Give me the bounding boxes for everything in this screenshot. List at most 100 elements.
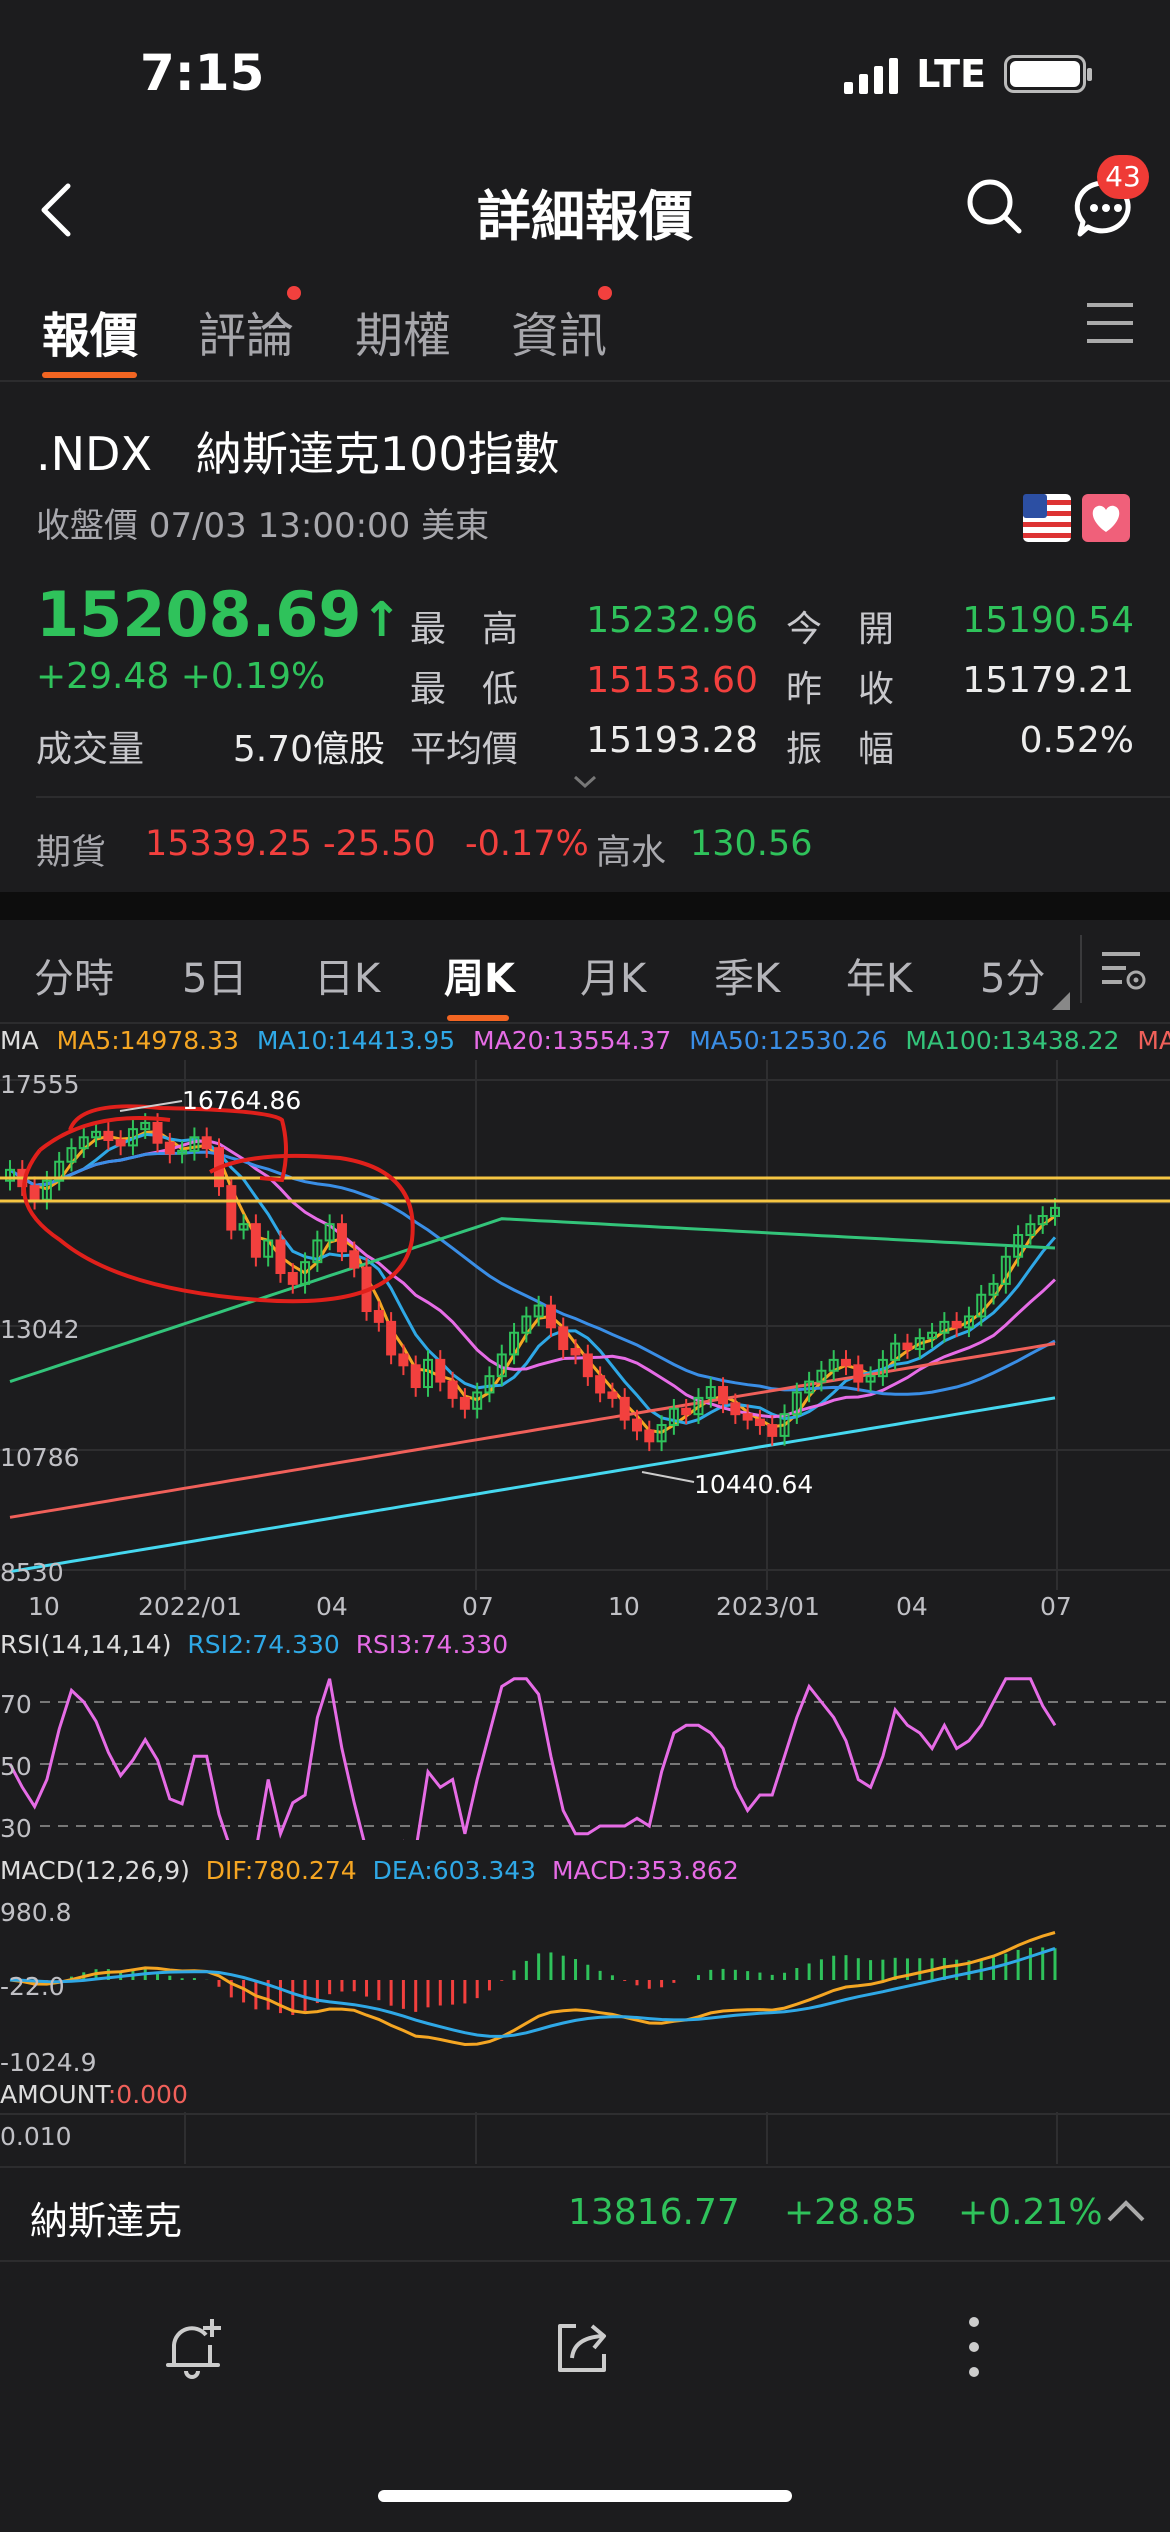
dea-label: DEA:603.343 (372, 1856, 537, 1885)
more-icon[interactable] (964, 2314, 984, 2380)
stat-value-open: 15190.54 (962, 600, 1134, 641)
x-tick-4: 07 (462, 1592, 494, 1621)
dropdown-corner-icon (1052, 992, 1070, 1010)
dea-line (9, 1946, 1056, 2038)
candle-body (496, 1353, 507, 1378)
ma20-label: MA20:13554.37 (473, 1026, 672, 1055)
ma20-line (9, 1139, 1057, 1419)
candle-body (386, 1320, 397, 1356)
tabs-divider (0, 380, 1170, 382)
tab-underline (42, 372, 137, 378)
candle-body (423, 1358, 433, 1389)
menu-icon[interactable] (1085, 300, 1135, 346)
section-gap (0, 892, 1170, 920)
candle-body (718, 1386, 729, 1405)
share-icon[interactable] (554, 2318, 612, 2376)
candle-body (459, 1396, 470, 1410)
candle-body (951, 1320, 962, 1329)
candle-body (164, 1141, 175, 1155)
price-change: +29.48 +0.19% (36, 656, 326, 697)
amount-title: AMOUNT (0, 2080, 108, 2109)
candle-body (754, 1418, 765, 1427)
candle-body (336, 1223, 347, 1253)
candle-body (509, 1331, 520, 1356)
tab-comments[interactable]: 評論 (198, 308, 295, 364)
tab-options[interactable]: 期權 (355, 308, 452, 364)
period-underline (447, 1015, 509, 1021)
candle-body (976, 1293, 987, 1318)
candle-body (914, 1337, 925, 1351)
candle-body (595, 1375, 606, 1394)
candle-body (152, 1121, 163, 1144)
status-time: 7:15 (140, 44, 265, 102)
period-tab-yearly[interactable]: 年K (846, 956, 913, 1002)
candle-body (177, 1149, 188, 1155)
candle-body (1013, 1234, 1024, 1258)
candle-body (324, 1223, 335, 1242)
x-tick-6: 2023/01 (716, 1592, 820, 1621)
ticker-name: 納斯達克 (30, 2199, 183, 2243)
chevron-up-icon[interactable] (1106, 2198, 1146, 2224)
macd-tick-mid: -22.0 (0, 1972, 65, 2001)
period-tab-monthly[interactable]: 月K (580, 956, 647, 1002)
candle-body (902, 1342, 913, 1351)
period-tab-5d[interactable]: 5日 (182, 956, 248, 1002)
y-tick-2: 13042 (0, 1315, 80, 1344)
signal-icon (844, 54, 899, 94)
period-tab-quarterly[interactable]: 季K (714, 956, 781, 1002)
page-title: 詳細報價 (477, 185, 693, 248)
period-tab-intraday[interactable]: 分時 (34, 956, 114, 1002)
period-tab-daily[interactable]: 日K (314, 956, 381, 1002)
candle-body (681, 1407, 692, 1416)
ma-long-line (9, 1396, 1056, 1574)
stat-label-amplitude: 振 幅 (786, 729, 895, 770)
chart-settings-icon[interactable] (1100, 948, 1148, 992)
candle-body (582, 1353, 593, 1378)
ticker-change: +28.85 (784, 2192, 918, 2233)
candle-body (201, 1136, 212, 1150)
back-icon[interactable] (36, 180, 76, 240)
high-leader-line (119, 1100, 183, 1112)
quote-divider (36, 796, 1170, 798)
symbol: .NDX (36, 427, 152, 481)
period-tab-weekly[interactable]: 周K (444, 956, 515, 1002)
candle-body (853, 1364, 864, 1383)
high-label: 16764.86 (182, 1086, 302, 1115)
candle-body (890, 1342, 901, 1361)
candle-body (1025, 1223, 1036, 1237)
candle-body (927, 1331, 938, 1340)
stat-label-high: 最 高 (410, 609, 519, 650)
low-label: 10440.64 (694, 1470, 814, 1499)
tab-news[interactable]: 資訊 (511, 308, 608, 364)
candle-body (668, 1407, 679, 1427)
candle-body (226, 1185, 237, 1231)
candle-body (54, 1160, 65, 1182)
notification-badge: 43 (1097, 155, 1149, 199)
bottom-ticker[interactable]: 納斯達克 13816.77 +28.85 +0.21% (0, 2166, 1170, 2262)
alert-bell-icon[interactable] (164, 2315, 224, 2381)
candle-body (533, 1304, 544, 1318)
futures-price: 15339.25 (145, 824, 313, 864)
period-tab-5min[interactable]: 5分 (980, 956, 1046, 1002)
candle-body (816, 1369, 827, 1383)
rsi-level-50: 50 (0, 1752, 32, 1781)
candlestick-chart[interactable] (0, 1060, 1170, 1590)
search-icon[interactable] (964, 176, 1024, 236)
candle-body (644, 1429, 655, 1443)
volume-value: 5.70億股 (232, 729, 385, 770)
network-type: LTE (916, 52, 986, 96)
macd-legend: MACD(12,26,9) DIF:780.274 DEA:603.343 MA… (0, 1856, 739, 1885)
tab-quote[interactable]: 報價 (42, 308, 139, 364)
candle-body (5, 1168, 15, 1182)
ticker-price: 13816.77 (568, 2192, 740, 2233)
favorite-icon[interactable] (1082, 494, 1130, 542)
last-price: 15208.69↑ (36, 578, 402, 651)
expand-chevron-icon[interactable] (572, 774, 598, 790)
candle-body (705, 1386, 716, 1399)
y-tick-1: 17555 (0, 1070, 80, 1099)
candle-body (115, 1138, 126, 1147)
ma10-line (9, 1132, 1057, 1425)
candle-body (779, 1413, 790, 1437)
symbol-line: .NDX 納斯達克100指數 (36, 418, 560, 484)
candle-body (939, 1320, 950, 1334)
